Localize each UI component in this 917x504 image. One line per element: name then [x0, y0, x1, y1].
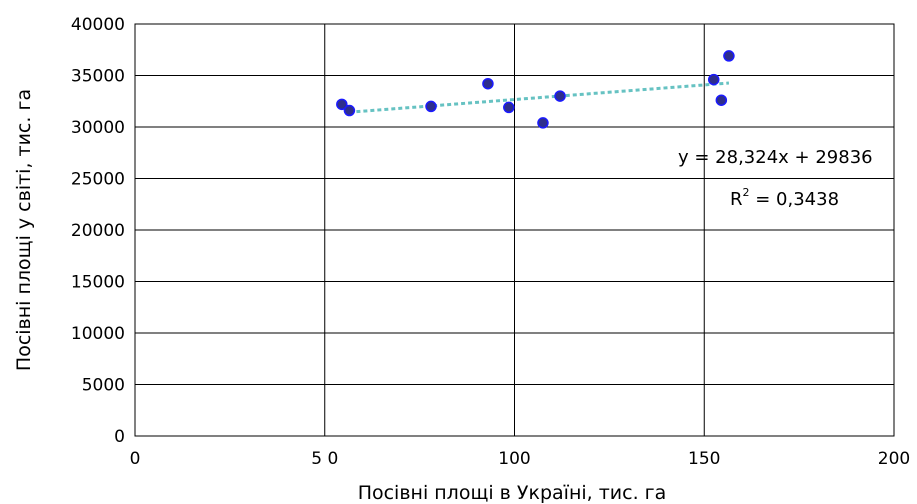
grid-lines [134, 23, 895, 437]
trendline [349, 81, 730, 114]
data-points [336, 50, 735, 129]
data-point [715, 94, 728, 106]
x-tick-label: 0 [130, 449, 141, 469]
y-axis-label: Посівні площі у світі, тис. га [13, 89, 35, 371]
data-point [707, 73, 720, 86]
y-tick-label: 15000 [71, 273, 125, 293]
x-axis-label: Посівні площі в Україні, тис. га [358, 482, 667, 504]
r-squared-value: = 0,3438 [750, 189, 840, 210]
y-tick-label: 35000 [71, 67, 125, 87]
y-tick-label: 30000 [71, 118, 125, 138]
r-squared-superscript: 2 [743, 186, 750, 199]
data-point [537, 117, 549, 129]
y-tick-label: 20000 [71, 221, 125, 241]
data-point [343, 104, 356, 117]
r-squared-prefix: R [730, 189, 743, 210]
plot-area-frame [134, 23, 895, 437]
y-axis-tick-labels: 0 5000 10000 15000 20000 25000 30000 35000 40000 [71, 15, 125, 447]
y-tick-label: 40000 [71, 15, 125, 35]
r-squared-label: R2 = 0,3438 [730, 186, 839, 210]
y-tick-label: 0 [114, 427, 125, 447]
y-tick-label: 10000 [71, 324, 125, 344]
x-tick-label: 5 0 [311, 449, 338, 469]
trendline-equation: y = 28,324x + 29836 [678, 147, 873, 168]
data-point [723, 50, 735, 62]
data-point [425, 100, 437, 113]
y-tick-label: 25000 [71, 170, 125, 190]
data-point [482, 77, 494, 90]
x-tick-label: 200 [878, 449, 910, 469]
y-tick-label: 5000 [82, 376, 125, 396]
data-point [554, 90, 566, 102]
x-tick-label: 150 [688, 449, 720, 469]
data-point [503, 101, 515, 114]
data-point [336, 98, 348, 111]
x-tick-label: 100 [498, 449, 530, 469]
